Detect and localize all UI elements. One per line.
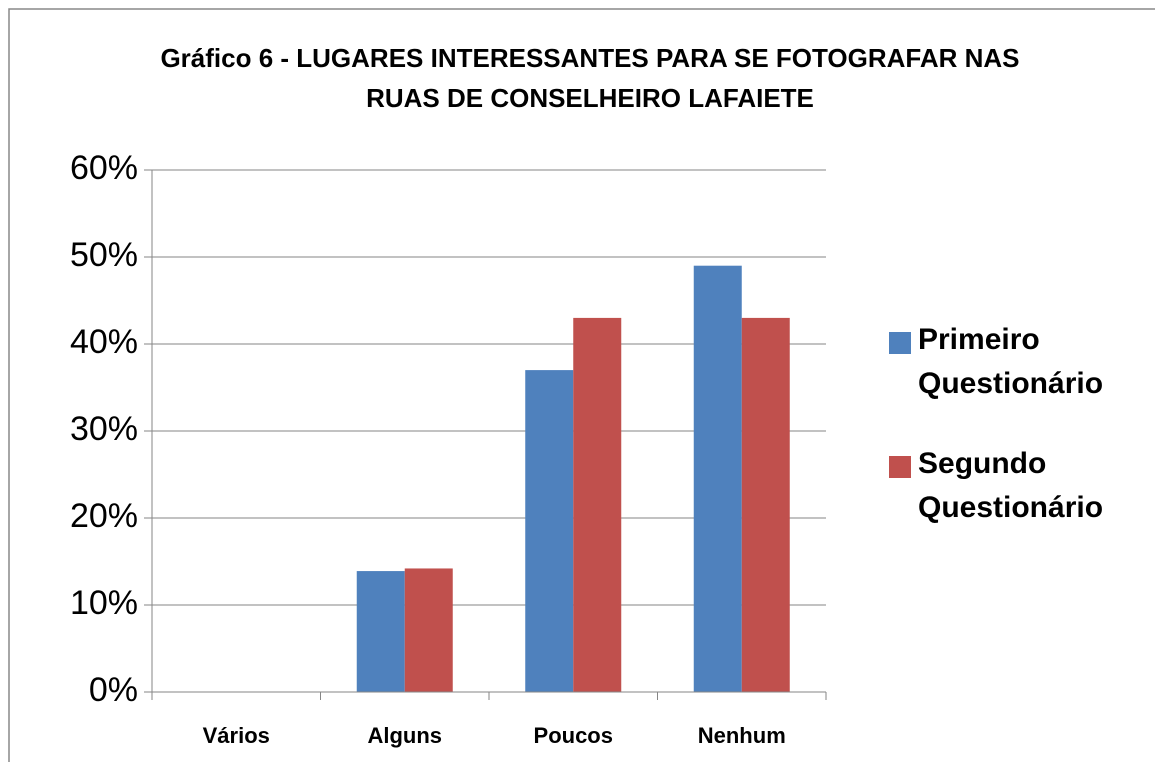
legend-swatch xyxy=(889,332,911,354)
y-tick-label: 0% xyxy=(89,671,138,709)
x-tick-label: Nenhum xyxy=(698,723,786,748)
bar xyxy=(573,317,622,692)
legend-label: Primeiro Questionário xyxy=(918,323,1104,400)
x-tick-label: Poucos xyxy=(534,723,613,748)
y-tick-label: 30% xyxy=(70,410,138,448)
chart-title: Gráfico 6 - LUGARES INTERESSANTES PARA S… xyxy=(160,43,1020,113)
bar xyxy=(356,571,405,692)
legend-box: Primeiro Questionário xyxy=(918,323,1104,400)
y-tick-label: 10% xyxy=(70,584,138,622)
y-tick-label: 60% xyxy=(70,149,138,187)
bar xyxy=(693,265,742,692)
legend-swatch xyxy=(889,456,911,478)
y-tick-label: 20% xyxy=(70,497,138,535)
bar xyxy=(741,317,790,692)
x-tick-label: Vários xyxy=(203,723,270,748)
x-tick-label: Alguns xyxy=(367,723,442,748)
y-tick-label: 40% xyxy=(70,323,138,361)
bar xyxy=(404,568,453,692)
legend-box: Segundo Questionário xyxy=(918,447,1104,524)
title-box: Gráfico 6 - LUGARES INTERESSANTES PARA S… xyxy=(160,43,1020,113)
legend-label: Segundo Questionário xyxy=(918,447,1104,524)
bar xyxy=(525,370,574,692)
y-tick-label: 50% xyxy=(70,236,138,274)
